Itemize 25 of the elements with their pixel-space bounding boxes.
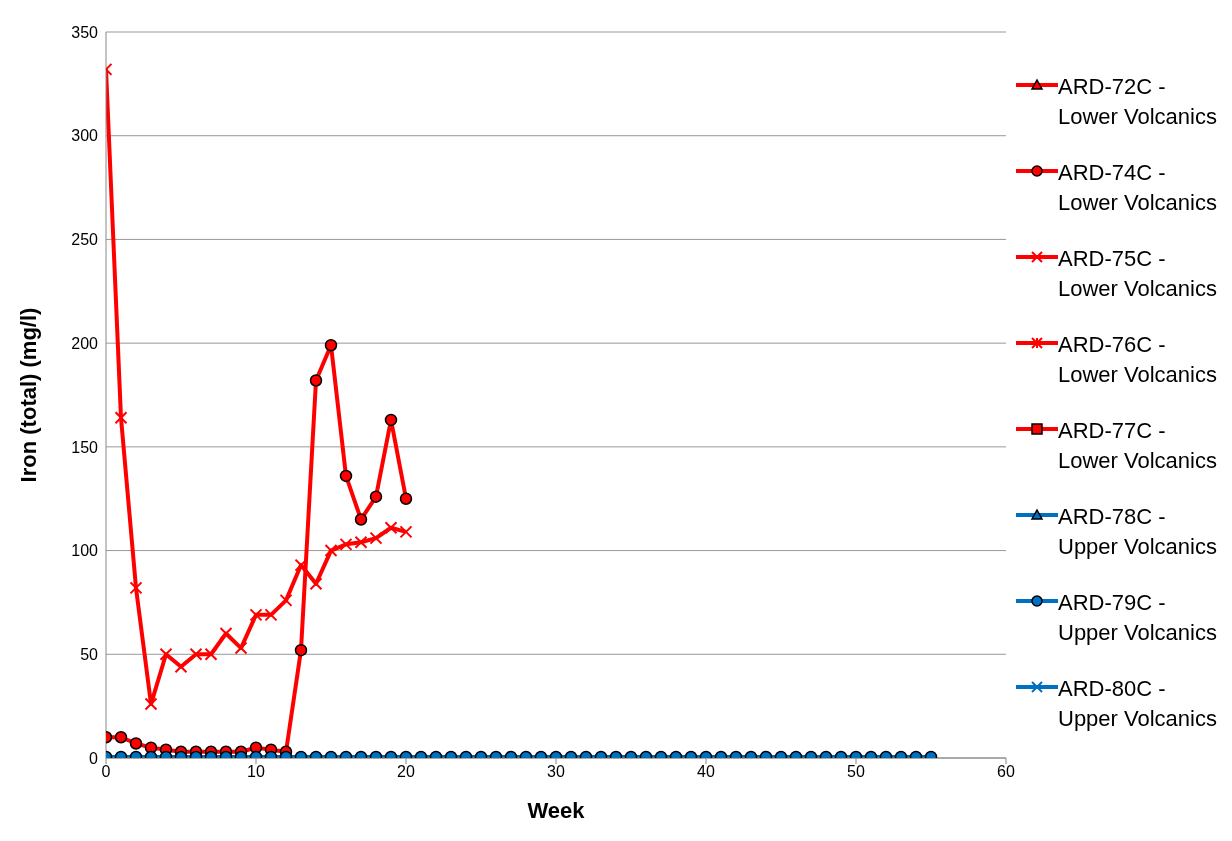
legend-label: ARD-77C - Lower Volcanics	[1058, 417, 1218, 475]
x-tick-label: 50	[847, 763, 865, 781]
legend-label: ARD-76C - Lower Volcanics	[1058, 331, 1218, 389]
y-tick-label: 100	[71, 542, 99, 560]
legend-label: ARD-72C - Lower Volcanics	[1058, 73, 1218, 131]
y-axis-title: Iron (total) (mg/l)	[15, 307, 41, 483]
legend-label: ARD-78C - Upper Volcanics	[1058, 503, 1218, 561]
x-tick-label: 10	[247, 763, 265, 781]
legend-label: ARD-80C - Upper Volcanics	[1058, 675, 1218, 733]
x-tick-label: 30	[547, 763, 565, 781]
y-tick-label: 150	[71, 438, 99, 456]
y-tick-label: 250	[71, 231, 99, 249]
x-tick-label: 40	[697, 763, 715, 781]
x-tick-label: 20	[397, 763, 415, 781]
y-tick-label: 300	[71, 127, 99, 145]
legend-label: ARD-75C - Lower Volcanics	[1058, 245, 1218, 303]
x-tick-label: 0	[101, 763, 111, 781]
legend-label: ARD-74C - Lower Volcanics	[1058, 159, 1218, 217]
x-axis-title: Week	[527, 798, 586, 823]
y-tick-label: 50	[80, 645, 99, 663]
y-tick-label: 350	[71, 23, 99, 41]
y-tick-label: 200	[71, 334, 99, 352]
legend-label: ARD-79C - Upper Volcanics	[1058, 589, 1218, 647]
y-tick-label: 0	[89, 749, 99, 767]
x-tick-label: 60	[997, 763, 1015, 781]
